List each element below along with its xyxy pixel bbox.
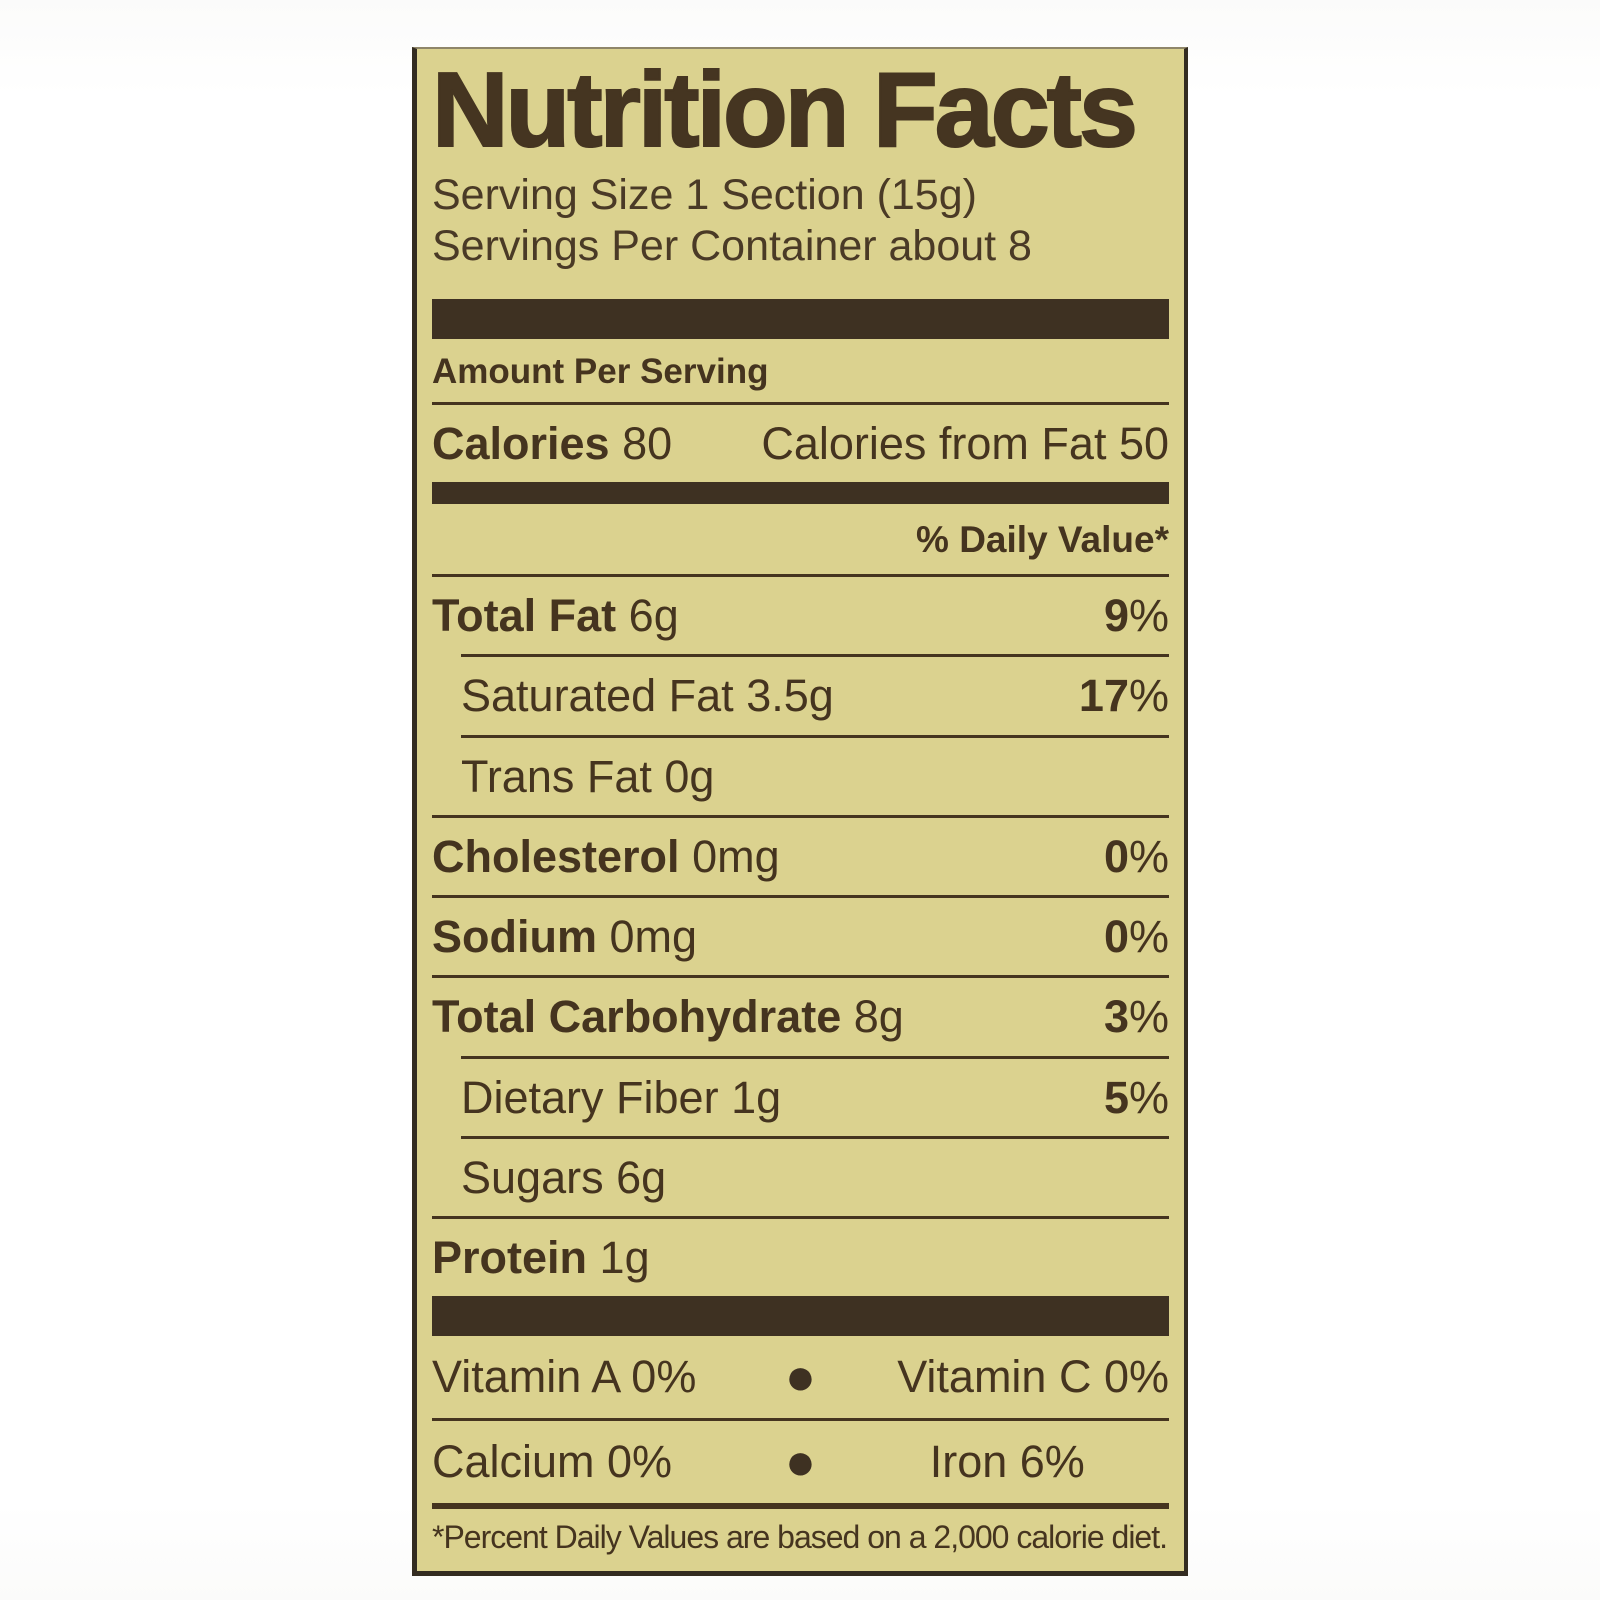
nutrient-row-cholesterol: Cholesterol 0mg 0% (432, 814, 1169, 895)
nutrient-row-total-carbohydrate: Total Carbohydrate 8g 3% (432, 975, 1169, 1055)
nutrient-name: Dietary Fiber (461, 1071, 719, 1123)
nutrient-row-trans-fat: Trans Fat 0g (461, 734, 1169, 815)
daily-value-header: % Daily Value* (916, 519, 1169, 560)
separator-bar-top (432, 299, 1169, 339)
nutrient-name: Sugars (461, 1151, 604, 1203)
nutrient-text: Trans Fat 0g (461, 750, 715, 802)
nutrient-amount: 3.5g (746, 670, 834, 722)
calories-amount: Calories 80 (432, 418, 672, 470)
percent-number: 5 (1103, 1071, 1129, 1123)
nutrient-text: Dietary Fiber 1g (461, 1071, 782, 1123)
nutrient-spacer (587, 1232, 600, 1283)
nutrient-name: Total Carbohydrate (432, 991, 842, 1043)
nutrient-amount: 0g (664, 750, 715, 802)
percent-daily-value: 0% (1104, 833, 1169, 880)
serving-size: Serving Size 1 Section (15g) (432, 170, 977, 219)
percent-sign: % (1128, 991, 1169, 1043)
nutrient-amount: 6g (628, 590, 679, 641)
nutrient-row-total-fat: Total Fat 6g 9% (432, 574, 1169, 654)
daily-value-footnote: *Percent Daily Values are based on a 2,0… (432, 1503, 1169, 1571)
nutrient-text: Total Carbohydrate 8g (432, 993, 904, 1040)
nutrition-facts-label: Nutrition Facts Serving Size 1 Section (… (412, 47, 1188, 1577)
percent-sign: % (1128, 590, 1169, 641)
calcium-value: Calcium 0% (432, 1436, 673, 1488)
nutrient-spacer (604, 1152, 617, 1203)
nutrient-amount: 0mg (692, 830, 780, 882)
percent-daily-value: 9% (1104, 592, 1169, 639)
separator-bar-bottom (432, 1296, 1169, 1337)
percent-number: 9 (1103, 590, 1129, 641)
nutrient-text: Sodium 0mg (432, 913, 697, 960)
nutrient-name: Protein (432, 1232, 588, 1283)
nutrient-amount: 1g (731, 1071, 782, 1123)
nutrient-name: Sodium (432, 911, 597, 962)
nutrient-text: Saturated Fat 3.5g (461, 672, 834, 719)
amount-per-serving-heading: Amount Per Serving (432, 339, 1169, 405)
nutrient-spacer (652, 751, 665, 802)
vitamin-a-value: Vitamin A 0% (432, 1351, 697, 1403)
serving-info: Serving Size 1 Section (15g) Servings Pe… (432, 170, 1169, 273)
percent-daily-value: 17% (1079, 672, 1169, 719)
calories-from-fat: Calories from Fat 50 (761, 418, 1169, 469)
nutrient-text: Sugars 6g (461, 1154, 666, 1201)
nutrient-row-saturated-fat: Saturated Fat 3.5g 17% (461, 654, 1169, 734)
nutrient-amount: 6g (616, 1151, 667, 1203)
nutrient-row-protein: Protein 1g (432, 1216, 1169, 1296)
vitamin-c-value: Vitamin C 0% (897, 1351, 1169, 1403)
percent-number: 0 (1103, 911, 1129, 962)
percent-sign: % (1128, 911, 1169, 962)
micronutrient-row-vitamins: Vitamin A 0% ● Vitamin C 0% (432, 1336, 1169, 1418)
nutrient-spacer (734, 670, 747, 721)
nutrient-spacer (841, 991, 854, 1042)
servings-per-container: Servings Per Container about 8 (432, 222, 1032, 271)
nutrient-text: Total Fat 6g (432, 592, 679, 639)
percent-sign: % (1128, 830, 1169, 882)
percent-daily-value: 0% (1104, 913, 1169, 960)
percent-number: 0 (1103, 830, 1129, 882)
nutrient-name: Total Fat (432, 590, 617, 641)
nutrient-spacer (719, 1072, 732, 1123)
calories-value (610, 418, 623, 469)
percent-number: 3 (1103, 991, 1129, 1043)
nutrient-row-sodium: Sodium 0mg 0% (432, 895, 1169, 975)
micronutrient-row-minerals: Calcium 0% ● Iron 6% (432, 1418, 1169, 1503)
nutrient-spacer (597, 911, 610, 962)
percent-number: 17 (1078, 670, 1129, 722)
bullet-icon: ● (784, 1348, 817, 1407)
percent-daily-value: 3% (1104, 993, 1169, 1040)
calories-row: Calories 80 Calories from Fat 50 (432, 405, 1169, 482)
nutrient-amount: 0mg (609, 911, 698, 962)
nutrient-name: Trans Fat (461, 750, 652, 802)
calories-number: 80 (622, 418, 673, 469)
nutrient-text: Protein 1g (432, 1234, 650, 1281)
percent-daily-value: 5% (1103, 1071, 1169, 1123)
calories-label: Calories (432, 418, 610, 469)
nutrient-row-sugars: Sugars 6g (461, 1135, 1169, 1216)
nutrient-spacer (680, 831, 693, 882)
nutrient-row-dietary-fiber: Dietary Fiber 1g 5% (461, 1055, 1169, 1136)
nutrient-table: Total Fat 6g 9% Saturated Fat 3.5g 17% T… (432, 574, 1169, 1296)
separator-bar-calories (432, 482, 1169, 504)
label-title: Nutrition Facts (431, 51, 1139, 169)
nutrient-amount: 8g (853, 991, 904, 1043)
nutrient-amount: 1g (599, 1232, 650, 1283)
nutrient-name: Saturated Fat (461, 670, 734, 722)
iron-value: Iron 6% (929, 1436, 1085, 1488)
percent-sign: % (1128, 670, 1169, 722)
nutrient-name: Cholesterol (432, 830, 680, 882)
bullet-icon: ● (784, 1433, 817, 1492)
nutrient-spacer (616, 590, 629, 641)
nutrient-text: Cholesterol 0mg (432, 833, 780, 880)
percent-sign: % (1128, 1071, 1169, 1123)
